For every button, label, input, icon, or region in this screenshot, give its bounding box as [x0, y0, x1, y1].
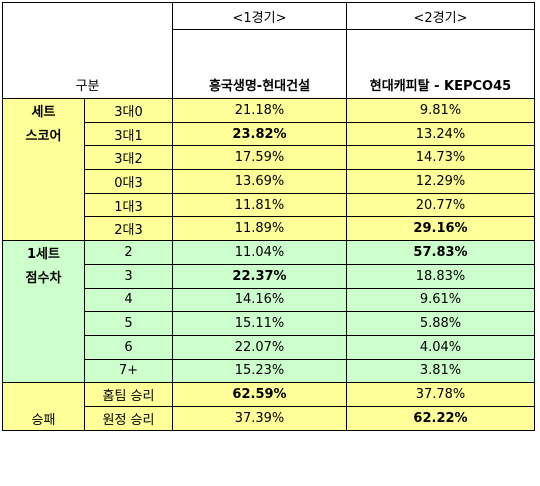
game2-value: 12.29%: [346, 169, 535, 194]
table-row: 1세트 2 11.04% 57.83%: [2, 240, 535, 265]
row-label: 0대3: [84, 169, 173, 194]
row-label: 2: [84, 240, 173, 265]
game1-value: 11.04%: [172, 240, 347, 265]
section-label-spacer: [2, 311, 85, 336]
row-label: 홈팀 승리: [84, 382, 173, 407]
table-row: 6 22.07% 4.04%: [2, 334, 535, 360]
table-row: 스코어 3대1 23.82% 13.24%: [2, 121, 535, 147]
row-label: 2대3: [84, 216, 173, 242]
game1-header: <1경기>: [172, 2, 347, 30]
table-row: 3대2 17.59% 14.73%: [2, 145, 535, 171]
section-label: 스코어: [2, 122, 85, 146]
match2-header: 현대캐피탈 - KEPCO45: [346, 29, 535, 99]
table-row: 승패 원정 승리 37.39% 62.22%: [2, 405, 535, 431]
row-label: 4: [84, 287, 173, 313]
gubun-header: 구분: [2, 2, 173, 99]
game1-value: 17.59%: [172, 145, 347, 171]
header-row-matches: 흥국생명-현대건설 현대캐피탈 - KEPCO45: [3, 29, 535, 99]
game2-value: 4.04%: [346, 334, 535, 360]
game1-value: 15.23%: [172, 358, 347, 384]
match1-header: 흥국생명-현대건설: [172, 29, 347, 99]
game1-value: 23.82%: [172, 121, 347, 147]
table-row: 4 14.16% 9.61%: [2, 287, 535, 313]
section-label: 승패: [2, 406, 85, 431]
row-label: 원정 승리: [84, 405, 173, 431]
game2-value: 37.78%: [346, 382, 535, 407]
table-row: 7+ 15.23% 3.81%: [2, 358, 535, 384]
section-label-spacer: [2, 193, 85, 217]
row-label: 5: [84, 311, 173, 336]
table-row: 점수차 3 22.37% 18.83%: [2, 263, 535, 289]
game1-value: 15.11%: [172, 311, 347, 336]
row-label: 3: [84, 263, 173, 289]
section-label-spacer: [2, 288, 85, 312]
row-label: 3대2: [84, 145, 173, 171]
table-row: 5 15.11% 5.88%: [2, 311, 535, 336]
row-label: 3대1: [84, 121, 173, 147]
game2-value: 20.77%: [346, 192, 535, 218]
row-label: 7+: [84, 358, 173, 384]
game2-value: 57.83%: [346, 240, 535, 265]
game1-value: 14.16%: [172, 287, 347, 313]
game1-value: 22.07%: [172, 334, 347, 360]
row-label: 1대3: [84, 192, 173, 218]
game2-value: 14.73%: [346, 145, 535, 171]
game2-value: 13.24%: [346, 121, 535, 147]
game2-value: 5.88%: [346, 311, 535, 336]
row-label: 6: [84, 334, 173, 360]
section-label: 1세트: [2, 240, 85, 265]
game2-value: 9.81%: [346, 98, 535, 123]
section-label-spacer: [2, 382, 85, 407]
game1-value: 22.37%: [172, 263, 347, 289]
game1-value: 21.18%: [172, 98, 347, 123]
header-row-games: 구분 <1경기> <2경기>: [2, 2, 535, 99]
table-row: 세트 3대0 21.18% 9.81%: [2, 98, 535, 123]
table-row: 0대3 13.69% 12.29%: [2, 169, 535, 194]
game2-value: 29.16%: [346, 216, 535, 242]
section-label: 세트: [2, 98, 85, 123]
game2-header: <2경기>: [346, 2, 535, 30]
game1-value: 62.59%: [172, 382, 347, 407]
section-label-spacer: [2, 359, 85, 384]
game2-value: 3.81%: [346, 358, 535, 384]
odds-table: 구분 <1경기> <2경기> 흥국생명-현대건설 현대캐피탈 - KEPCO45…: [2, 2, 535, 431]
odds-table-container: 구분 <1경기> <2경기> 흥국생명-현대건설 현대캐피탈 - KEPCO45…: [2, 2, 535, 431]
row-label: 3대0: [84, 98, 173, 123]
table-row: 2대3 11.89% 29.16%: [2, 216, 535, 242]
game1-value: 11.89%: [172, 216, 347, 242]
game2-value: 62.22%: [346, 405, 535, 431]
table-row: 1대3 11.81% 20.77%: [2, 192, 535, 218]
section-label-spacer: [2, 335, 85, 360]
game2-value: 9.61%: [346, 287, 535, 313]
section-label-spacer: [2, 145, 85, 170]
game1-value: 13.69%: [172, 169, 347, 194]
game1-value: 11.81%: [172, 192, 347, 218]
section-label: 점수차: [2, 264, 85, 288]
section-label-spacer: [2, 216, 85, 242]
game1-value: 37.39%: [172, 405, 347, 431]
table-row: 홈팀 승리 62.59% 37.78%: [2, 382, 535, 407]
section-label-spacer: [2, 169, 85, 194]
game2-value: 18.83%: [346, 263, 535, 289]
